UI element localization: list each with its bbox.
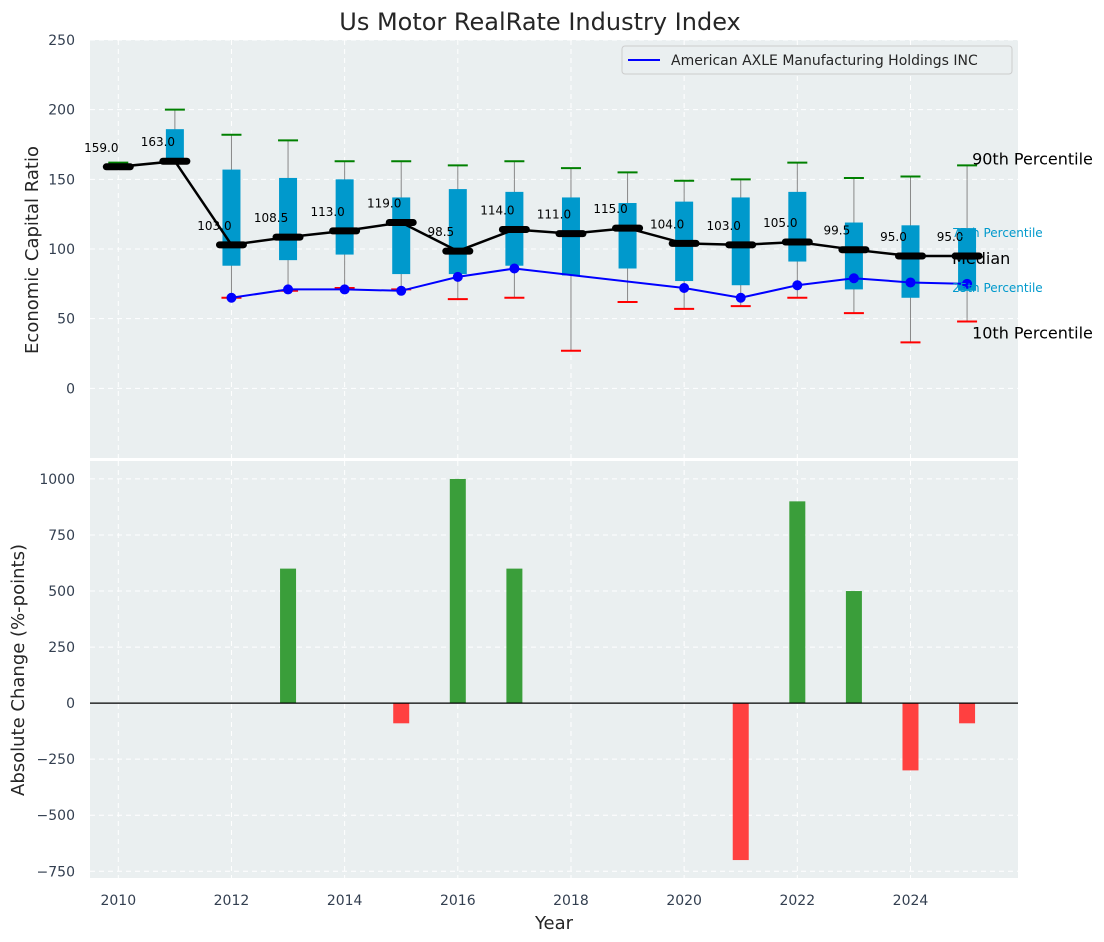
iqr-box — [165, 129, 184, 162]
annotation-p25: 25th Percentile — [952, 281, 1043, 295]
top-panel: 0 50 100 150 200 250 159.0 163.0 103.0 108.5 113.… — [22, 33, 1093, 458]
bottom-y-tick-label: −250 — [37, 752, 75, 768]
x-tick-label: 2022 — [779, 893, 815, 909]
change-bar — [845, 591, 862, 704]
median-value-label: 163.0 — [141, 135, 175, 149]
x-tick-label: 2024 — [893, 893, 929, 909]
top-y-tick-labels: 0 50 100 150 200 250 — [48, 33, 75, 397]
annotation-p75: 75th Percentile — [952, 226, 1043, 240]
legend-box — [621, 45, 1013, 75]
company-point — [792, 280, 803, 291]
change-bar — [449, 478, 466, 704]
median-value-label: 114.0 — [480, 203, 514, 217]
median-value-label: 113.0 — [310, 205, 344, 219]
x-tick-labels: 2010 2012 2014 2016 2018 2020 2022 2024 — [100, 893, 928, 909]
company-point — [509, 263, 520, 274]
company-point — [848, 273, 859, 284]
change-bars — [280, 478, 976, 861]
bottom-plot-background — [90, 461, 1018, 878]
annotation-median: Median — [952, 249, 1010, 268]
bottom-y-tick-label: 500 — [48, 584, 75, 600]
top-y-tick-label: 200 — [48, 103, 75, 119]
chart-title: Us Motor RealRate Industry Index — [339, 8, 741, 36]
median-value-label: 95.0 — [937, 230, 964, 244]
top-y-axis-label: Economic Capital Ratio — [22, 146, 43, 354]
company-point — [396, 285, 407, 296]
top-y-tick-label: 0 — [66, 381, 75, 397]
annotation-p90: 90th Percentile — [972, 149, 1093, 168]
median-value-label: 98.5 — [427, 225, 454, 239]
company-point — [735, 292, 746, 303]
change-bar — [280, 568, 297, 704]
median-value-label: 108.5 — [254, 211, 288, 225]
median-value-label: 105.0 — [763, 216, 797, 230]
bottom-y-tick-label: 250 — [48, 640, 75, 656]
company-point — [339, 284, 350, 295]
iqr-box — [222, 169, 241, 266]
annotation-p10: 10th Percentile — [972, 323, 1093, 342]
top-y-tick-label: 150 — [48, 172, 75, 188]
change-bar — [506, 568, 523, 704]
bottom-y-tick-label: −500 — [37, 808, 75, 824]
change-bar — [393, 703, 410, 724]
company-point — [679, 283, 690, 294]
change-bar — [789, 501, 806, 704]
company-point — [226, 292, 237, 303]
legend-entry-label: American AXLE Manufacturing Holdings INC — [671, 53, 978, 69]
bottom-y-tick-label: 1000 — [39, 472, 75, 488]
median-line — [118, 159, 968, 258]
iqr-box — [901, 225, 920, 298]
top-y-tick-label: 50 — [57, 312, 75, 328]
bottom-y-tick-label: −750 — [37, 864, 75, 880]
top-y-tick-label: 250 — [48, 33, 75, 49]
bottom-y-tick-labels: −750 −500 −250 0 250 500 750 1000 — [37, 472, 75, 880]
change-bar — [959, 703, 976, 724]
company-line — [231, 267, 968, 299]
change-bar — [902, 703, 919, 771]
median-value-label: 99.5 — [824, 224, 851, 238]
company-series — [226, 263, 973, 303]
median-series — [102, 157, 983, 260]
median-value-label: 159.0 — [84, 141, 118, 155]
median-value-label: 103.0 — [197, 219, 231, 233]
company-point — [905, 277, 916, 288]
top-y-tick-label: 100 — [48, 242, 75, 258]
median-value-label: 119.0 — [367, 197, 401, 211]
percentile-annotations: 90th Percentile 75th Percentile Median 25th… — [952, 149, 1093, 342]
iqr-box — [844, 222, 863, 290]
iqr-box — [392, 197, 411, 275]
median-value-label: 111.0 — [537, 208, 571, 222]
company-point — [452, 271, 463, 282]
x-tick-label: 2020 — [666, 893, 702, 909]
bottom-y-tick-label: 0 — [66, 696, 75, 712]
bottom-y-axis-label: Absolute Change (%-points) — [8, 544, 29, 796]
x-tick-label: 2016 — [440, 893, 476, 909]
x-tick-label: 2010 — [100, 893, 136, 909]
bottom-y-tick-label: 750 — [48, 528, 75, 544]
change-bar — [732, 703, 749, 861]
legend: American AXLE Manufacturing Holdings INC — [621, 45, 1013, 75]
x-tick-label: 2012 — [214, 893, 250, 909]
x-tick-label: 2014 — [327, 893, 363, 909]
company-point — [283, 284, 294, 295]
iqr-box — [335, 179, 354, 255]
iqr-box — [618, 203, 637, 269]
median-value-label: 103.0 — [707, 219, 741, 233]
company-point — [962, 278, 973, 289]
median-value-label: 115.0 — [593, 202, 627, 216]
median-value-label: 95.0 — [880, 230, 907, 244]
median-value-label: 104.0 — [650, 217, 684, 231]
median-labels: 159.0 163.0 103.0 108.5 113.0 119.0 98.5 114.0 1… — [84, 135, 963, 244]
x-tick-label: 2018 — [553, 893, 589, 909]
x-axis-label: Year — [534, 913, 574, 934]
